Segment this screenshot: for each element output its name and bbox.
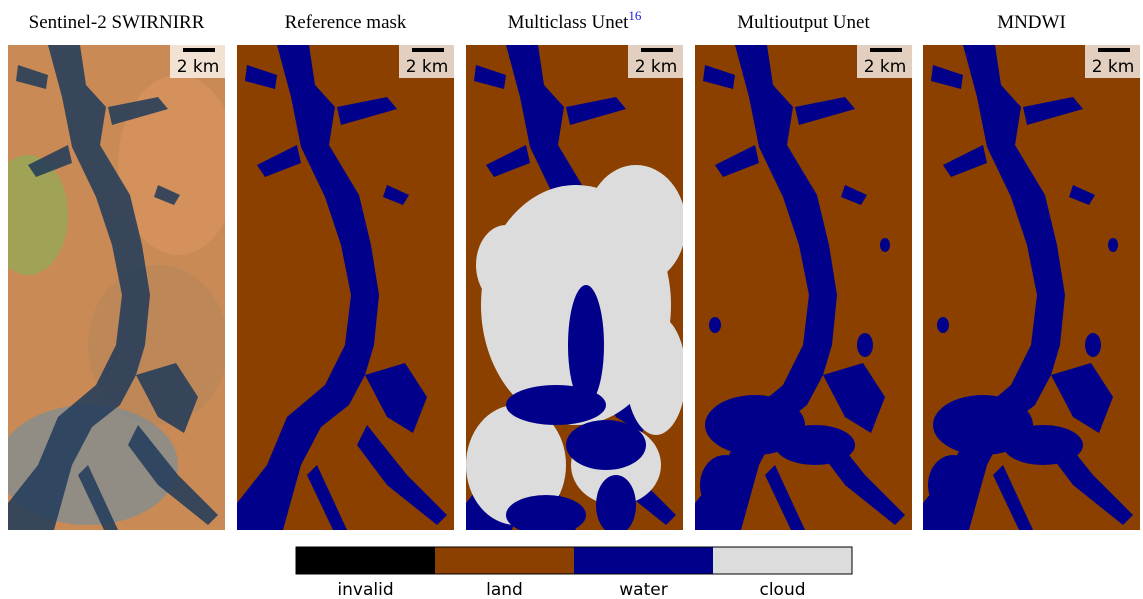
water xyxy=(1085,333,1101,357)
title-superscript: 16 xyxy=(628,8,642,23)
legend-swatch xyxy=(435,547,574,574)
title-text: Sentinel-2 SWIRNIRR xyxy=(29,12,205,33)
title-text: Multiclass Unet xyxy=(508,12,630,33)
legend-label: cloud xyxy=(759,580,805,599)
image xyxy=(0,45,238,530)
panel-title: Multioutput Unet xyxy=(737,12,870,33)
scale-label: 2 km xyxy=(406,57,449,77)
image xyxy=(923,45,1140,530)
cloud xyxy=(586,165,686,285)
panel: 2 km xyxy=(466,45,686,535)
scale-label: 2 km xyxy=(635,57,678,77)
water xyxy=(880,238,890,252)
cloud xyxy=(626,315,686,435)
panel: 2 km xyxy=(0,45,238,530)
panel: 2 km xyxy=(923,45,1140,530)
scale-bar xyxy=(412,48,444,52)
scale-label: 2 km xyxy=(1092,57,1135,77)
panel-title: Multiclass Unet16 xyxy=(508,8,642,33)
legend-label: land xyxy=(486,580,523,599)
water xyxy=(857,333,873,357)
image xyxy=(695,45,912,530)
scale-bar xyxy=(1098,48,1130,52)
title-text: MNDWI xyxy=(997,12,1066,33)
panel: 2 km xyxy=(695,45,912,530)
water xyxy=(709,317,721,333)
water xyxy=(928,455,978,515)
scale-bar xyxy=(641,48,673,52)
water xyxy=(506,495,586,535)
image xyxy=(237,45,454,530)
legend-label: invalid xyxy=(337,580,393,599)
scale-label: 2 km xyxy=(864,57,907,77)
water xyxy=(937,317,949,333)
legend-swatch xyxy=(713,547,852,574)
water xyxy=(566,420,646,470)
water xyxy=(1108,238,1118,252)
water xyxy=(506,385,606,425)
water xyxy=(596,475,636,535)
legend-swatch xyxy=(296,547,435,574)
scale-bar xyxy=(183,48,215,52)
panel-title: MNDWI xyxy=(997,12,1066,33)
water xyxy=(775,425,855,465)
title-text: Reference mask xyxy=(285,12,407,33)
water xyxy=(1003,425,1083,465)
panel-title: Sentinel-2 SWIRNIRR xyxy=(29,12,205,33)
scale-label: 2 km xyxy=(177,57,220,77)
scale-bar xyxy=(870,48,902,52)
panel-title: Reference mask xyxy=(285,12,407,33)
water xyxy=(700,455,750,515)
image xyxy=(466,45,686,535)
legend-label: water xyxy=(619,580,667,599)
legend-swatch xyxy=(574,547,713,574)
cloud xyxy=(476,225,536,305)
panel: 2 km xyxy=(237,45,454,530)
figure: 2 km Sentinel-2 SWIRNIRR 2 km Reference mas… xyxy=(0,0,1143,599)
title-text: Multioutput Unet xyxy=(737,12,870,33)
